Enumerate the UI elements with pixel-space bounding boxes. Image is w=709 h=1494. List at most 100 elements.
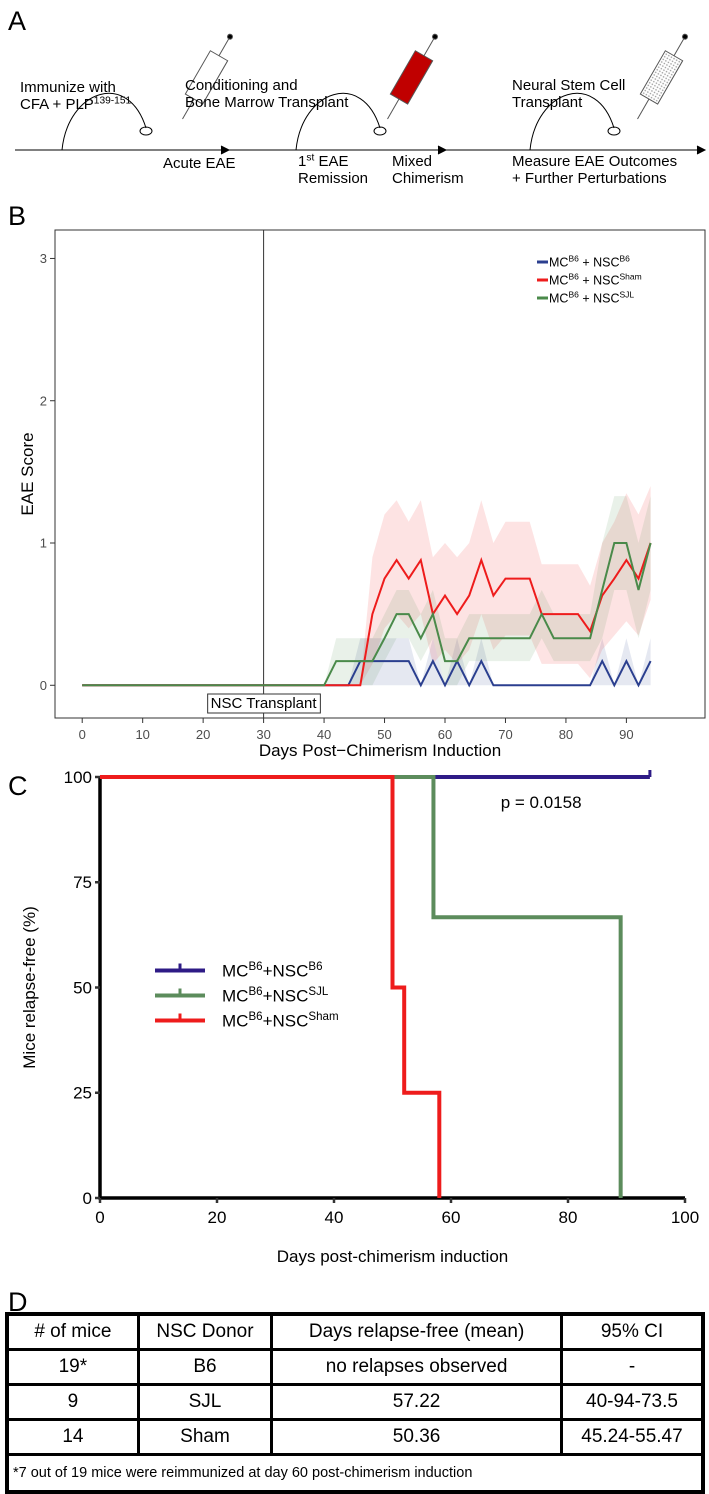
label: 1st EAE	[298, 152, 348, 170]
y-axis-label: EAE Score	[18, 432, 37, 515]
table-cell: 57.22	[270, 1383, 563, 1421]
text-segment: CFA + PLP	[20, 96, 94, 113]
label: Immunize with	[20, 79, 116, 96]
table-cell: 14	[5, 1418, 140, 1456]
text-segment: Immunize with	[20, 79, 116, 96]
text-segment: MC	[222, 961, 248, 980]
superscript: B6	[248, 961, 262, 973]
x-tick-label: 20	[208, 1208, 227, 1227]
x-tick-label: 20	[196, 727, 210, 742]
x-tick-label: 0	[95, 1208, 104, 1227]
label: Mixed	[392, 153, 432, 170]
x-tick-label: 30	[256, 727, 270, 742]
survival-curve	[100, 775, 442, 1198]
syringe	[637, 33, 688, 120]
header-cell: # of mice	[5, 1312, 140, 1351]
label: CFA + PLP139-151	[20, 95, 132, 113]
y-tick-label: 0	[83, 1189, 92, 1208]
text-segment: Mixed	[392, 153, 432, 170]
survival-curve	[100, 775, 623, 1198]
table-cell: -	[559, 1348, 705, 1386]
table-cell: 9	[5, 1383, 140, 1421]
text-segment: +NSC	[263, 961, 309, 980]
superscript: st	[306, 152, 314, 163]
text-segment: Neural Stem Cell	[512, 77, 625, 94]
label: Bone Marrow Transplant	[185, 94, 349, 111]
superscript: B6	[568, 272, 579, 282]
text-segment: Bone Marrow Transplant	[185, 94, 349, 111]
footnote-row: *7 out of 19 mice were reimmunized at da…	[5, 1453, 705, 1494]
panel-label: A	[8, 6, 26, 36]
text-segment: MC	[549, 273, 568, 287]
x-tick-label: 40	[317, 727, 331, 742]
text-segment: + Further Perturbations	[512, 170, 667, 187]
superscript: B6	[248, 1011, 262, 1023]
label: Conditioning and	[185, 77, 298, 94]
table-cell: 19*	[5, 1348, 140, 1386]
y-tick-label: 0	[40, 678, 47, 693]
mouse	[61, 92, 153, 151]
label: MCB6 + NSCSJL	[549, 290, 634, 306]
text-segment: MC	[549, 291, 568, 305]
y-tick-label: 75	[73, 873, 92, 892]
mouse	[529, 92, 621, 151]
label: MCB6 + NSCSham	[549, 272, 642, 288]
x-axis-label: Days post-chimerism induction	[277, 1247, 508, 1266]
label: MCB6 + NSCB6	[549, 254, 630, 270]
y-tick-label: 25	[73, 1084, 92, 1103]
label: MCB6+NSCSJL	[222, 986, 329, 1005]
label: Chimerism	[392, 170, 464, 187]
text-segment: Measure EAE Outcomes	[512, 153, 677, 170]
x-tick-label: 80	[559, 727, 573, 742]
text-segment: Remission	[298, 170, 368, 187]
y-tick-label: 50	[73, 978, 92, 997]
x-tick-label: 90	[619, 727, 633, 742]
x-tick-label: 80	[559, 1208, 578, 1227]
superscript: B6	[568, 254, 579, 264]
table-cell: B6	[136, 1348, 274, 1386]
label: Acute EAE	[163, 155, 236, 172]
superscript: B6	[248, 986, 262, 998]
mouse	[295, 92, 387, 151]
text-segment: Acute EAE	[163, 155, 236, 172]
header-cell: 95% CI	[559, 1312, 705, 1351]
label: Remission	[298, 170, 368, 187]
panel-label: C	[8, 771, 28, 801]
superscript: SJL	[620, 290, 635, 300]
superscript: Sham	[620, 272, 642, 282]
text-segment: MC	[222, 1011, 248, 1030]
table-cell: Sham	[136, 1418, 274, 1456]
label: MCB6+NSCB6	[222, 961, 323, 980]
text-segment: +NSC	[263, 1011, 309, 1030]
header-row: # of mice NSC Donor Days relapse-free (mea…	[5, 1312, 705, 1351]
table-cell: 45.24-55.47	[559, 1418, 705, 1456]
text-segment: MC	[222, 986, 248, 1005]
superscript: B6	[620, 254, 631, 264]
label: Neural Stem Cell	[512, 77, 625, 94]
table-cell: 40-94-73.5	[559, 1383, 705, 1421]
text-segment: Conditioning and	[185, 77, 298, 94]
table-row: 14 Sham 50.36 45.24-55.47	[5, 1418, 705, 1456]
x-tick-label: 0	[79, 727, 86, 742]
table-cell: SJL	[136, 1383, 274, 1421]
annotation: NSC Transplant	[211, 695, 318, 712]
timeline	[15, 92, 707, 155]
superscript: B6	[568, 290, 579, 300]
text-segment: Transplant	[512, 94, 583, 111]
x-tick-label: 60	[438, 727, 452, 742]
text-segment: 1	[298, 153, 306, 170]
table-cell: no relapses observed	[270, 1348, 563, 1386]
y-tick-label: 2	[40, 393, 47, 408]
table-row: 19* B6 no relapses observed -	[5, 1348, 705, 1386]
x-axis-label: Days Post−Chimerism Induction	[259, 741, 501, 760]
syringe	[182, 33, 233, 120]
table-cell: 50.36	[270, 1418, 563, 1456]
superscript: Sham	[308, 1011, 338, 1023]
superscript: B6	[308, 961, 322, 973]
label: Measure EAE Outcomes	[512, 153, 677, 170]
series-line	[82, 542, 652, 687]
table-row: 9 SJL 57.22 40-94-73.5	[5, 1383, 705, 1421]
text-segment: + NSC	[579, 255, 620, 269]
